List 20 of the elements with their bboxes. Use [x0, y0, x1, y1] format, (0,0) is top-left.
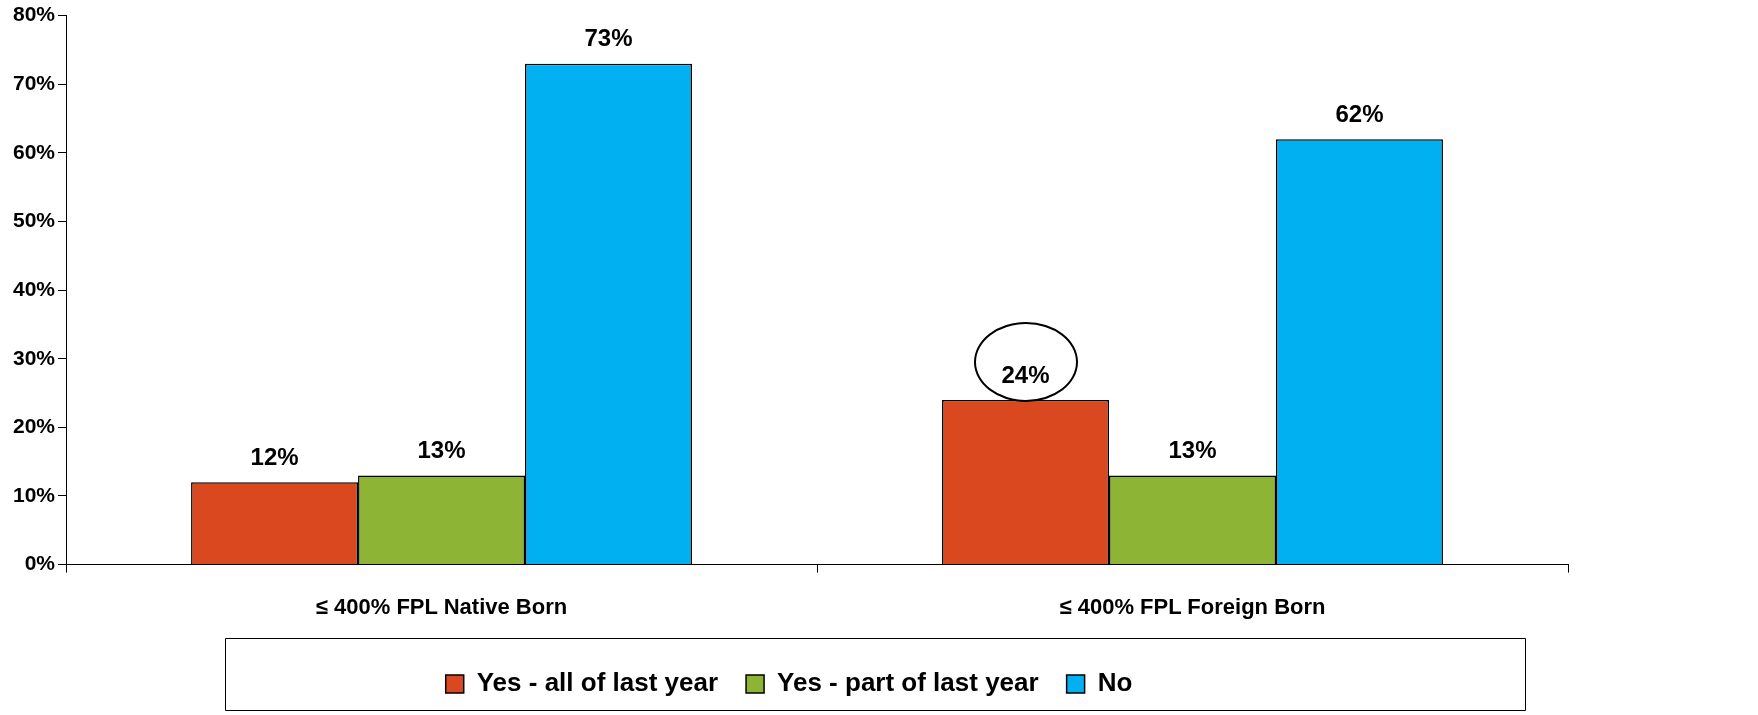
legend-label: No — [1097, 667, 1133, 698]
legend-label: Yes - all of last year — [476, 667, 719, 698]
legend-label: Yes - part of last year — [777, 667, 1039, 698]
y-tick-label: 0% — [24, 551, 56, 575]
data-label: 24% — [1001, 360, 1050, 388]
data-label: 73% — [584, 24, 633, 52]
y-tick-label: 60% — [13, 139, 56, 163]
y-tick-label: 30% — [13, 345, 56, 369]
y-tick-label: 50% — [13, 208, 56, 232]
y-tick-label: 20% — [13, 414, 56, 438]
y-tick-label: 40% — [13, 276, 56, 300]
x-tick-label: ≤ 400% FPL Native Born — [315, 593, 568, 619]
y-tick-label: 80% — [13, 2, 56, 26]
data-label: 13% — [1168, 436, 1217, 464]
data-label: 13% — [417, 436, 466, 464]
y-tick-label: 10% — [13, 482, 56, 506]
data-label: 62% — [1335, 99, 1384, 127]
data-label: 12% — [250, 442, 299, 470]
y-tick-label: 70% — [13, 71, 56, 95]
x-tick-label: ≤ 400% FPL Foreign Born — [1059, 593, 1326, 619]
